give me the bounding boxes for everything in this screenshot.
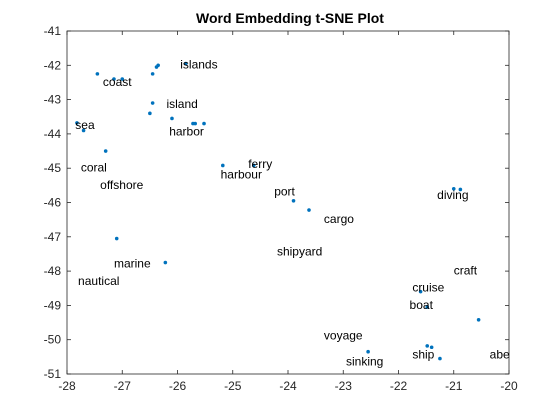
x-tick-label: -24	[279, 379, 297, 393]
data-point	[148, 111, 152, 116]
word-label: abe	[490, 348, 510, 362]
word-label: voyage	[324, 329, 363, 343]
word-label: offshore	[100, 178, 143, 192]
y-tick-label: -48	[44, 264, 62, 278]
word-label: ship	[412, 348, 434, 362]
x-tick-label: -22	[390, 379, 408, 393]
word-label: cargo	[324, 212, 354, 226]
plot-area: -28 -27 -26 -25 -24 -23 -22 -21 -20 -51 -50 -49 -48 -…	[44, 24, 518, 393]
data-point	[425, 344, 430, 348]
y-tick-label: -49	[44, 298, 62, 312]
data-point	[291, 198, 296, 203]
data-point	[112, 77, 116, 81]
y-tick-label: -44	[44, 127, 62, 141]
word-label: harbor	[169, 125, 204, 139]
data-point	[476, 318, 481, 322]
data-point	[425, 305, 430, 309]
data-point	[418, 289, 423, 294]
data-point	[438, 356, 442, 361]
word-label: cruise	[412, 281, 444, 295]
word-label: shipyard	[277, 245, 322, 259]
data-point	[114, 236, 119, 241]
word-label: coral	[81, 161, 107, 175]
data-point	[75, 121, 79, 125]
data-point	[103, 149, 108, 153]
word-label: harbour	[221, 167, 262, 181]
x-tick-label: -28	[58, 379, 76, 393]
data-point	[221, 163, 225, 168]
y-tick-label: -41	[44, 24, 62, 38]
y-tick-label: -46	[44, 196, 62, 210]
word-label: nautical	[78, 274, 119, 288]
y-tick-label: -45	[44, 161, 62, 175]
y-tick-label: -51	[44, 367, 62, 381]
x-tick-label: -23	[335, 379, 353, 393]
word-label: diving	[437, 188, 468, 202]
data-point	[193, 121, 197, 126]
x-tick-label: -20	[500, 379, 518, 393]
data-point	[120, 77, 125, 81]
data-point	[150, 101, 155, 105]
word-label: coast	[103, 75, 132, 89]
x-tick-label: -27	[114, 379, 132, 393]
word-label: port	[274, 185, 295, 199]
word-label: sinking	[346, 354, 383, 368]
data-point	[81, 128, 86, 133]
data-point	[170, 116, 174, 121]
data-point	[251, 163, 256, 168]
data-point	[95, 72, 100, 76]
data-point	[458, 187, 463, 192]
data-point	[156, 63, 160, 68]
data-point	[202, 121, 206, 126]
word-label: island	[166, 97, 197, 111]
word-label: boat	[410, 298, 434, 312]
x-tick-label: -26	[169, 379, 187, 393]
x-tick-label: -25	[224, 379, 242, 393]
y-tick-label: -47	[44, 230, 62, 244]
word-label: marine	[114, 257, 151, 271]
x-tick-label: -21	[445, 379, 463, 393]
y-tick-label: -42	[44, 58, 62, 72]
data-point	[307, 208, 311, 212]
word-label: islands	[180, 58, 217, 72]
word-label: sea	[75, 118, 95, 132]
data-point	[150, 72, 155, 76]
data-point	[366, 349, 370, 354]
data-point	[429, 345, 434, 350]
chart-title: Word Embedding t-SNE Plot	[196, 10, 384, 26]
word-label: ferry	[248, 157, 272, 171]
y-tick-label: -50	[44, 333, 62, 347]
y-tick-label: -43	[44, 93, 62, 107]
data-point	[163, 260, 168, 265]
data-point	[183, 61, 188, 66]
word-label: craft	[454, 264, 478, 278]
data-point	[451, 186, 456, 191]
